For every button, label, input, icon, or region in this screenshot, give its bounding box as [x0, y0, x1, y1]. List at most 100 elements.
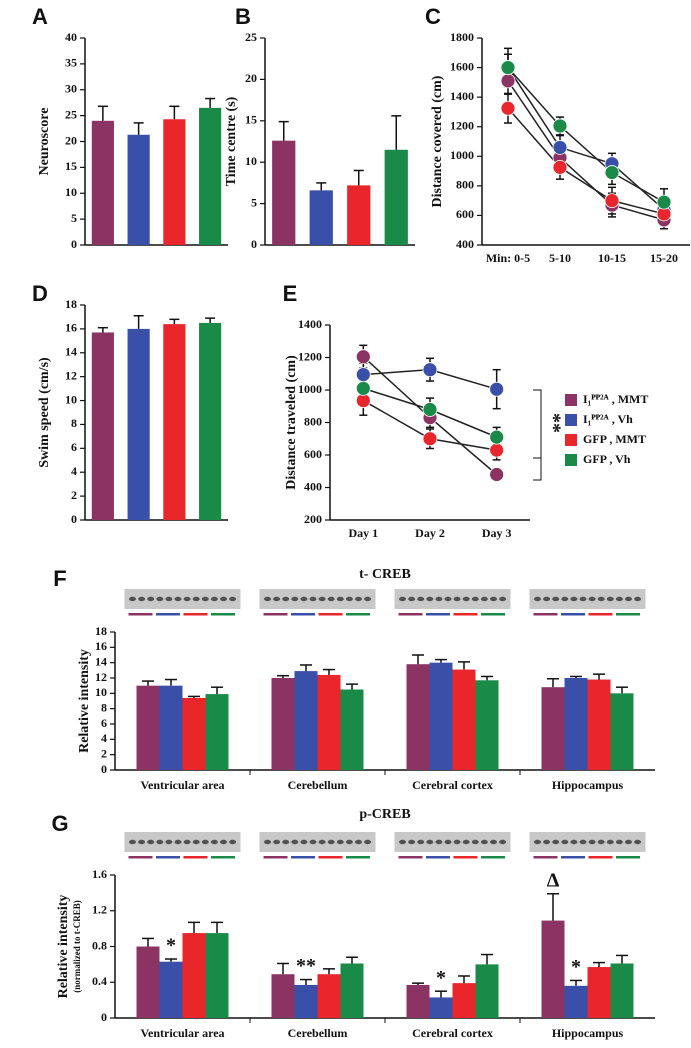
y-tick-label: 2	[71, 488, 77, 502]
panel-letter: D	[32, 281, 48, 306]
lane-marker	[616, 613, 640, 616]
blot-band	[355, 596, 362, 602]
y-tick-label: 16	[65, 321, 77, 335]
y-tick-label: 40	[65, 30, 77, 44]
bar	[384, 149, 408, 245]
blot-band	[229, 596, 237, 602]
blot	[529, 832, 646, 852]
blot-band	[345, 839, 353, 845]
error-bar	[570, 675, 582, 678]
point	[500, 60, 516, 75]
point	[500, 100, 516, 116]
lane-marker	[561, 613, 585, 616]
bar	[429, 997, 453, 1018]
blot-band	[345, 596, 353, 602]
lane-marker	[291, 856, 315, 859]
error-bar	[188, 921, 200, 934]
y-axis-note: (normalized to t-CREB)	[72, 900, 82, 992]
blot-band	[309, 839, 317, 845]
blot-band	[156, 839, 164, 845]
blot-band	[499, 596, 507, 602]
error-bar	[316, 182, 327, 191]
blot-band	[355, 839, 362, 845]
y-tick-label: 0	[101, 762, 107, 776]
y-tick-label: 10	[65, 185, 77, 199]
legend-swatch	[565, 434, 577, 446]
blot-band	[138, 596, 146, 602]
significance-label: **	[542, 413, 564, 433]
error-bar	[211, 921, 223, 934]
y-tick-label: 20	[245, 71, 257, 85]
bar	[564, 985, 588, 1018]
y-tick-label: 5	[71, 211, 77, 225]
lane-marker	[211, 613, 235, 616]
bar	[406, 984, 430, 1018]
bar	[136, 685, 160, 770]
blot-band	[300, 596, 308, 602]
blot	[259, 589, 376, 609]
blot-band	[499, 839, 507, 845]
chart-title: t- CREB	[359, 567, 411, 582]
blot-band	[129, 839, 136, 845]
error-bar	[133, 122, 144, 135]
error-bar	[300, 664, 312, 672]
bar	[159, 961, 183, 1018]
y-axis-label: Relative intensity	[56, 895, 71, 999]
y-tick-label: 400	[304, 479, 322, 493]
significance-label: *	[436, 967, 446, 989]
significance-label: Δ	[547, 869, 560, 891]
blot-band	[534, 839, 541, 845]
bar	[271, 974, 295, 1018]
lane-marker	[318, 856, 343, 859]
error-bar	[278, 120, 289, 141]
lane-marker	[398, 856, 423, 859]
y-tick-label: 1400	[298, 317, 322, 331]
point	[489, 429, 505, 445]
y-tick-label: 6	[71, 440, 77, 454]
blot-band	[147, 839, 155, 845]
y-tick-label: 18	[95, 624, 107, 638]
bar	[163, 324, 186, 520]
error-bar	[435, 990, 447, 998]
x-tick-label: Ventricular area	[140, 1026, 224, 1040]
blot-band	[625, 839, 632, 845]
blot-band	[417, 839, 425, 845]
x-tick-label: Day 2	[415, 526, 445, 540]
blot-band	[273, 839, 281, 845]
series-line	[507, 67, 665, 203]
error-bar	[169, 318, 180, 325]
blot-band	[615, 839, 623, 845]
blot-band	[552, 839, 560, 845]
error-bar	[547, 678, 559, 688]
chart-title: p-CREB	[359, 807, 410, 822]
error-bar	[323, 668, 335, 675]
lane-marker	[291, 613, 315, 616]
legend-label: GFP , MMT	[583, 432, 646, 446]
significance-label: **	[296, 955, 316, 977]
bar	[541, 687, 565, 770]
y-tick-label: 14	[95, 654, 107, 668]
point	[552, 159, 568, 175]
bar	[163, 119, 186, 245]
bar	[317, 974, 341, 1018]
blot-band	[579, 839, 587, 845]
lane-marker	[453, 856, 478, 859]
legend-swatch	[565, 414, 577, 426]
y-tick-label: 18	[65, 297, 77, 311]
blot-band	[453, 596, 461, 602]
x-tick-label: Day 3	[482, 526, 512, 540]
blot-band	[192, 596, 200, 602]
bar	[452, 669, 476, 770]
error-bar	[142, 680, 154, 686]
blot-band	[156, 596, 164, 602]
bar	[272, 140, 296, 245]
blot-band	[634, 596, 642, 602]
y-tick-label: 10	[65, 392, 77, 406]
blot-band	[462, 839, 470, 845]
y-tick-label: 20	[65, 133, 77, 147]
blot-band	[210, 596, 218, 602]
y-axis-label: Neuroscore	[37, 108, 52, 176]
y-tick-label: 800	[304, 414, 322, 428]
error-bar	[435, 658, 447, 663]
x-tick-label: Hippocampus	[552, 1026, 624, 1040]
